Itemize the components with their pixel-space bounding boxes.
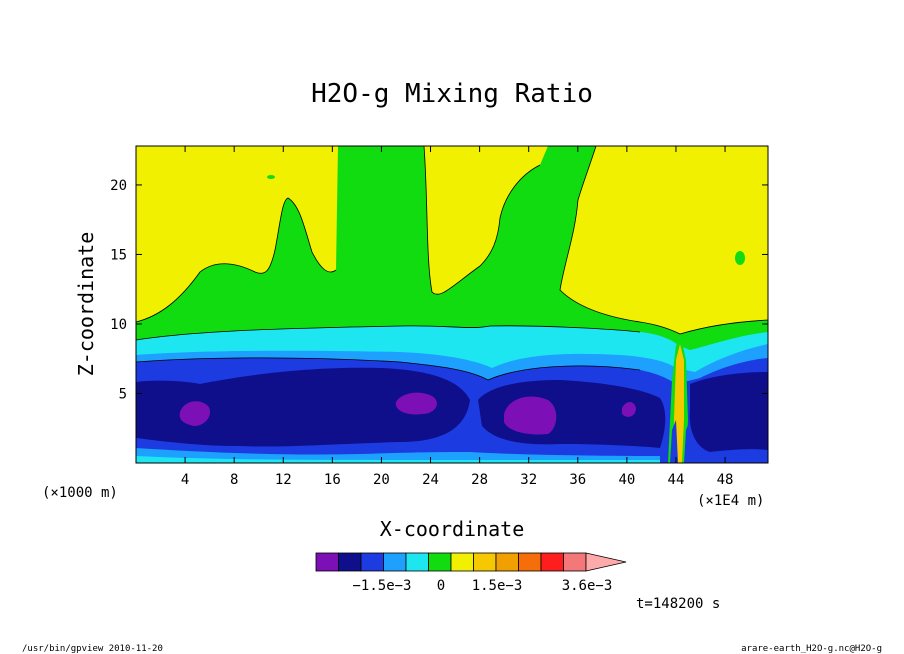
y-tick-label: 10 bbox=[110, 317, 127, 333]
island-1 bbox=[267, 175, 275, 179]
x-tick-label: 36 bbox=[569, 472, 586, 488]
x-unit-left: (×1000 m) bbox=[42, 485, 118, 501]
y-tick-label: 5 bbox=[119, 386, 127, 402]
y-tick-label: 20 bbox=[110, 178, 127, 194]
y-tick-label: 15 bbox=[110, 247, 127, 263]
contour-lines bbox=[136, 146, 768, 381]
field-purple-1 bbox=[179, 401, 211, 426]
colorbar-swatch bbox=[338, 552, 362, 572]
plot-frame bbox=[135, 145, 769, 464]
colorbar-swatch bbox=[563, 552, 587, 572]
x-tick-label: 8 bbox=[230, 472, 238, 488]
colorbar-arrow bbox=[585, 552, 627, 572]
field-purple-3 bbox=[504, 396, 557, 435]
field-purple-2 bbox=[395, 392, 437, 415]
colorbar-swatch bbox=[495, 552, 519, 572]
colorbar-swatch bbox=[518, 552, 542, 572]
chart-title: H2O-g Mixing Ratio bbox=[311, 79, 593, 109]
x-tick-label: 24 bbox=[422, 472, 439, 488]
x-unit-right: (×1E4 m) bbox=[697, 493, 764, 509]
footer-left: /usr/bin/gpview 2010-11-20 bbox=[22, 644, 163, 654]
x-tick-label: 44 bbox=[668, 472, 685, 488]
colorbar-label: 0 bbox=[437, 578, 445, 594]
colorbar-label: 1.5e−3 bbox=[472, 578, 523, 594]
field-navy-3 bbox=[689, 372, 768, 452]
colorbar bbox=[315, 552, 627, 572]
x-axis-label: X-coordinate bbox=[380, 517, 525, 541]
x-tick-label: 20 bbox=[373, 472, 390, 488]
colorbar-label: −1.5e−3 bbox=[352, 578, 411, 594]
colorbar-labels: −1.5e−3 0 1.5e−3 3.6e−3 bbox=[352, 578, 612, 594]
x-tick-label: 12 bbox=[275, 472, 292, 488]
colorbar-swatch bbox=[428, 552, 452, 572]
colorbar-swatch bbox=[383, 552, 407, 572]
x-tick-label: 40 bbox=[618, 472, 635, 488]
x-tick-label: 16 bbox=[324, 472, 341, 488]
colorbar-swatch bbox=[360, 552, 384, 572]
colorbar-swatch bbox=[450, 552, 474, 572]
y-axis-label: Z-coordinate bbox=[74, 232, 98, 377]
colorbar-swatch bbox=[315, 552, 339, 572]
x-tick-label: 48 bbox=[717, 472, 734, 488]
x-tick-label: 32 bbox=[520, 472, 537, 488]
time-label: t=148200 s bbox=[636, 596, 720, 612]
island-2 bbox=[735, 251, 745, 265]
y-axis: 5 10 15 20 bbox=[110, 178, 768, 402]
colorbar-label: 3.6e−3 bbox=[562, 578, 613, 594]
field-purple-4 bbox=[622, 402, 636, 417]
colorbar-swatch bbox=[540, 552, 564, 572]
x-tick-label: 28 bbox=[471, 472, 488, 488]
field-navy-1 bbox=[136, 367, 470, 447]
colorbar-swatch bbox=[405, 552, 429, 572]
plot-area bbox=[136, 146, 768, 463]
x-tick-label: 4 bbox=[181, 472, 189, 488]
x-axis: 4 8 12 16 20 24 28 32 36 40 44 48 bbox=[181, 146, 734, 488]
colorbar-swatch bbox=[473, 552, 497, 572]
footer-right: arare-earth_H2O-g.nc@H2O-g bbox=[741, 644, 882, 654]
field-plume-blue bbox=[670, 420, 690, 463]
